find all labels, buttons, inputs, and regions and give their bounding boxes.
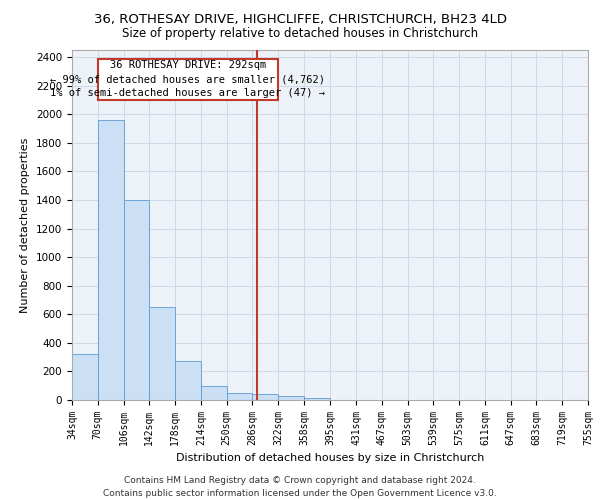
FancyBboxPatch shape [98,58,278,100]
Y-axis label: Number of detached properties: Number of detached properties [20,138,31,312]
Bar [72,354,98,400]
Text: Size of property relative to detached houses in Christchurch: Size of property relative to detached ho… [122,28,478,40]
Bar [124,200,149,400]
X-axis label: Distribution of detached houses by size in Christchurch: Distribution of detached houses by size … [176,454,484,464]
Text: 36, ROTHESAY DRIVE, HIGHCLIFFE, CHRISTCHURCH, BH23 4LD: 36, ROTHESAY DRIVE, HIGHCLIFFE, CHRISTCH… [94,12,506,26]
Bar [278,396,304,400]
Text: Contains HM Land Registry data © Crown copyright and database right 2024.
Contai: Contains HM Land Registry data © Crown c… [103,476,497,498]
Bar [201,386,227,400]
Bar [227,393,253,400]
Bar [253,394,278,400]
Text: 36 ROTHESAY DRIVE: 292sqm
← 99% of detached houses are smaller (4,762)
1% of sem: 36 ROTHESAY DRIVE: 292sqm ← 99% of detac… [50,60,325,98]
Bar [175,360,201,400]
Bar [149,307,175,400]
Bar [304,398,331,400]
Bar [98,120,124,400]
